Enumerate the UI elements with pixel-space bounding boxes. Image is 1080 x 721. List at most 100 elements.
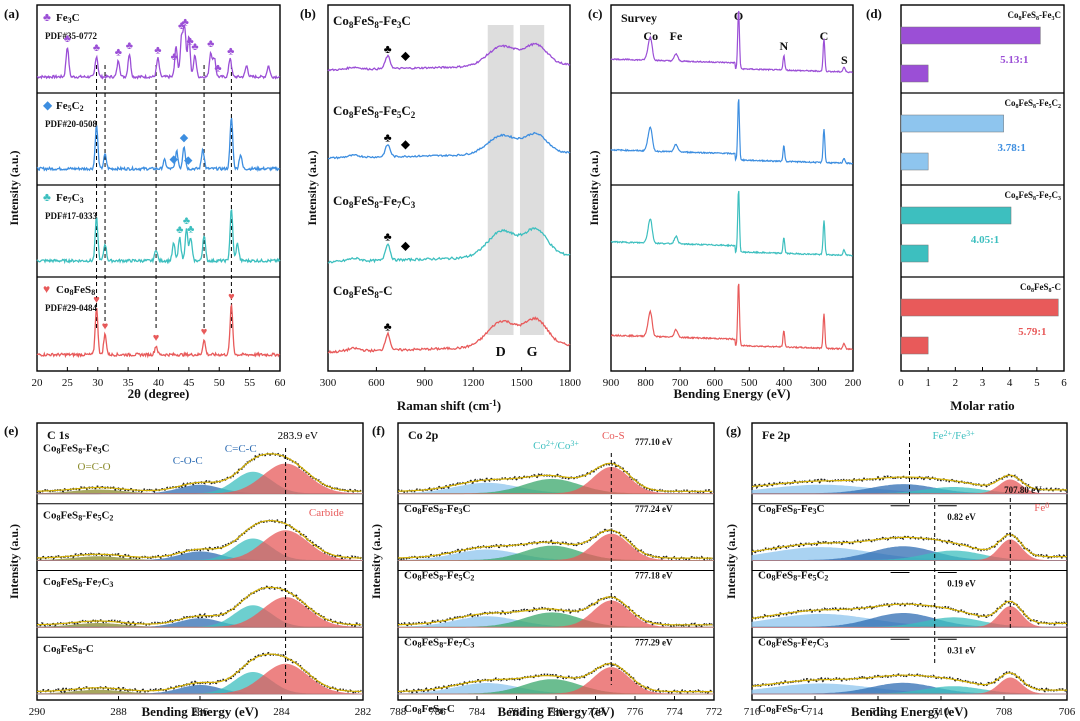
xrd-tick-label: 55 xyxy=(244,377,256,389)
label-part: -Fe xyxy=(797,570,812,582)
label-part: 3 xyxy=(470,641,474,650)
panel-label-a: (a) xyxy=(4,6,19,21)
label-part: -Fe xyxy=(443,503,458,515)
label-part: 7 xyxy=(812,641,816,650)
xps-g-component xyxy=(751,606,1068,628)
label-part: Co xyxy=(1005,190,1016,200)
label-part: 8 xyxy=(56,581,60,590)
panel-label-e: (e) xyxy=(4,423,18,438)
label-part: Co xyxy=(43,576,57,588)
label-part: 8 xyxy=(1016,104,1019,110)
label-part: Co xyxy=(758,570,772,582)
label-part: 8 xyxy=(793,574,797,583)
xps-e-xlabel: Bending Energy (eV) xyxy=(142,704,259,719)
xps-g-tick-label: 714 xyxy=(807,706,824,718)
molar-tick-label: 0 xyxy=(898,377,904,389)
xps-f-tick-label: 784 xyxy=(469,706,486,718)
label-part: Raman shift (cm xyxy=(397,398,490,413)
xps-f-peak-value: 777.10 eV xyxy=(635,437,673,447)
molar-xlabel: Molar ratio xyxy=(950,398,1014,413)
label-part: C xyxy=(401,103,410,118)
raman-tick-label: 1500 xyxy=(511,377,534,389)
xps-g-tick-label: 716 xyxy=(744,706,761,718)
xrd-tick-label: 20 xyxy=(32,377,44,389)
raman-series-Co8FeS8-C xyxy=(327,316,571,354)
survey-tick-label: 400 xyxy=(776,377,793,389)
raman-tick-label: 1800 xyxy=(559,377,582,389)
xrd-ylabel: Intensity (a.u.) xyxy=(7,150,21,225)
xps-e-tick-label: 284 xyxy=(273,706,290,718)
label-part: C xyxy=(101,576,109,588)
label-part: FeS xyxy=(1034,282,1049,292)
label-part: 2+ xyxy=(944,429,953,438)
survey-ylabel: Intensity (a.u.) xyxy=(587,150,601,225)
xrd-legend-marker: ◆ xyxy=(43,98,53,112)
label-part: -C xyxy=(379,283,393,298)
xps-f-component xyxy=(398,533,714,561)
xrd-tick-label: 60 xyxy=(275,377,287,389)
label-part: 8 xyxy=(1033,104,1036,110)
label-part: Co xyxy=(1020,282,1031,292)
xrd-pdf-Fe5C2: PDF#20-0508 xyxy=(45,119,97,129)
label-part: FeS xyxy=(421,636,439,648)
xrd-tick-label: 35 xyxy=(123,377,135,389)
label-part: 3 xyxy=(824,641,828,650)
label-part: 7 xyxy=(68,196,72,205)
label-part: 8 xyxy=(771,641,775,650)
panel-label-c: (c) xyxy=(588,6,602,21)
xrd-tick-label: 25 xyxy=(62,377,74,389)
xrd-legend-marker: ♣ xyxy=(43,190,51,204)
label-part: 3 xyxy=(97,447,101,456)
label-part: -C xyxy=(82,643,94,655)
xps-f-annotation-cos: Co-S xyxy=(602,430,625,442)
xps-f-tick-label: 780 xyxy=(548,706,565,718)
xrd-peak-marker: ♣ xyxy=(191,41,198,53)
xps-e-tick-label: 282 xyxy=(355,706,372,718)
xrd-peak-marker: ♣ xyxy=(187,224,194,236)
raman-band-label: D xyxy=(496,345,506,360)
xps-f-peak-value: 777.24 eV xyxy=(635,504,673,514)
label-part: 3 xyxy=(80,196,84,205)
label-part: FeS xyxy=(421,703,439,715)
label-part: 8 xyxy=(374,290,379,300)
label-part: 8 xyxy=(439,641,443,650)
raman-label-Co8FeS8-Fe3C: Co8FeS8-Fe3C xyxy=(333,13,411,30)
xrd-peak-marker: ◆ xyxy=(169,153,178,165)
label-part: -Fe xyxy=(379,103,397,118)
xps-f-frame xyxy=(397,422,715,701)
xrd-peak-marker: ♣ xyxy=(178,20,185,32)
xrd-peak-marker: ♣ xyxy=(183,215,190,227)
xps-g-annotation-mixed: Fe2+/Fe3+ xyxy=(933,429,976,442)
raman-label-Co8FeS8-Fe5C2: Co8FeS8-Fe5C2 xyxy=(333,103,416,120)
label-part: 8 xyxy=(56,514,60,523)
molar-sample-Co8FeS8-Fe3C: Co8FeS8-Fe3C xyxy=(1008,10,1062,22)
xps-g-fit xyxy=(751,672,1067,691)
molar-bar-reference xyxy=(900,244,929,263)
label-part: -Fe xyxy=(379,193,397,208)
label-part: FeS xyxy=(60,576,78,588)
raman-band xyxy=(487,25,514,335)
label-part: 8 xyxy=(374,110,379,120)
label-part: FeS xyxy=(60,509,78,521)
label-part: C xyxy=(72,192,80,204)
label-part: Co xyxy=(1008,10,1019,20)
label-part: -Fe xyxy=(82,443,97,455)
label-part: Fe xyxy=(56,12,68,24)
label-part: Co xyxy=(758,703,772,715)
molar-bar-carbide xyxy=(900,26,1041,45)
raman-peak-marker: ♣ xyxy=(384,319,392,333)
raman-ylabel: Intensity (a.u.) xyxy=(305,150,319,225)
label-part: 8 xyxy=(349,20,354,30)
label-part: FeS xyxy=(73,284,91,296)
xps-f-fit xyxy=(398,662,713,693)
survey-tick-label: 300 xyxy=(810,377,827,389)
survey-series-Co8FeS8-Fe3C xyxy=(610,10,853,74)
label-part: FeS xyxy=(353,103,374,118)
molar-sample-Co8FeS8-Fe5C2: Co8FeS8-Fe5C2 xyxy=(1005,98,1062,110)
label-part: Fe xyxy=(1034,502,1045,514)
label-part: 8 xyxy=(771,574,775,583)
label-part: FeS xyxy=(775,636,793,648)
molar-sample-Co8FeS8-Fe7C3: Co8FeS8-Fe7C3 xyxy=(1005,190,1062,202)
xps-e-component xyxy=(36,597,364,628)
